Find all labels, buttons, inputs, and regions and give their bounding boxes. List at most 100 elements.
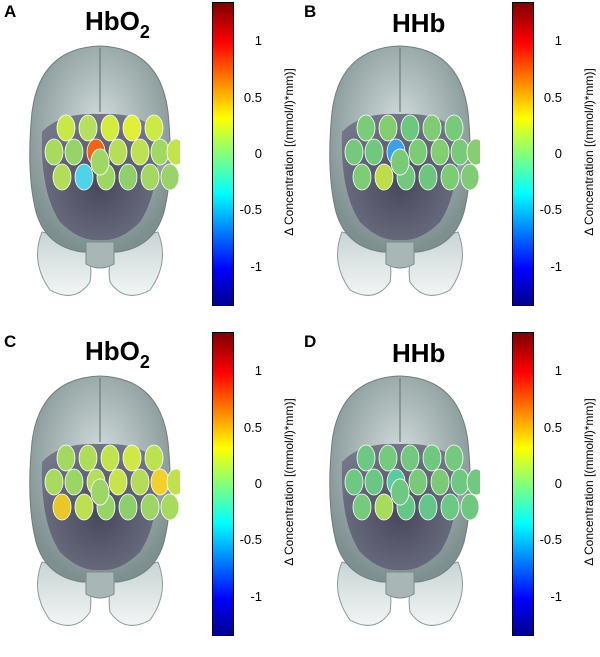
channel-spot	[144, 444, 164, 472]
title-sub: 2	[139, 22, 150, 42]
title-main: HHb	[392, 8, 446, 38]
brainstem	[385, 571, 415, 599]
colorbar-tick-label: -0.5	[539, 202, 562, 218]
channel-spot	[440, 163, 460, 191]
channel-spot	[374, 163, 394, 191]
channel-spot	[100, 114, 120, 142]
colorbar-tick-label: -0.5	[239, 532, 262, 548]
channel-spot	[466, 468, 480, 496]
channel-spot	[90, 148, 110, 176]
channel-spot	[108, 138, 128, 166]
colorbar-tick-label: 1	[254, 33, 262, 49]
colorbar-label: Δ Concentration [(mmol/l)*mm)]	[582, 68, 596, 236]
panel-letter: C	[4, 332, 17, 351]
channel-spot	[118, 163, 138, 191]
channel-spot	[160, 493, 180, 521]
channel-spot	[52, 493, 72, 521]
channel-spot	[408, 138, 428, 166]
panel-title: HbO2	[85, 6, 150, 42]
channel-spot	[408, 468, 428, 496]
colorbar-tick-label: -0.5	[539, 532, 562, 548]
channel-spot	[130, 468, 150, 496]
brainstem	[385, 241, 415, 269]
channel-spot	[44, 468, 64, 496]
colorbar-tick-label: 1	[254, 363, 262, 379]
colorbar-tick-label: 0	[254, 476, 262, 491]
channel-spot	[418, 493, 438, 521]
channel-spot	[460, 163, 480, 191]
colorbar-tick-label: 1	[554, 33, 562, 49]
channel-spot	[400, 444, 420, 472]
colorbar-tick-label: -1	[550, 588, 562, 604]
channel-spot	[56, 444, 76, 472]
brain-top-view	[329, 45, 480, 296]
channel-spot	[378, 444, 398, 472]
colorbar	[512, 332, 534, 636]
channel-spot	[52, 163, 72, 191]
colorbar-tick-label: 0	[554, 146, 562, 161]
channel-spot	[378, 114, 398, 142]
channel-spot	[352, 493, 372, 521]
colorbar-tick-label: -1	[550, 258, 562, 274]
channel-spot	[364, 468, 384, 496]
title-main: HbO	[85, 336, 140, 366]
channel-spot	[390, 478, 410, 506]
colorbar	[212, 2, 234, 306]
colorbar-tick-label: 0.5	[243, 89, 262, 105]
channel-spot	[466, 138, 480, 166]
brain-top-view	[29, 45, 180, 296]
panel-letter: A	[4, 2, 17, 21]
brainstem	[85, 571, 115, 599]
colorbar-label: Δ Concentration [(mmol/l)*mm)]	[282, 68, 296, 236]
channel-spot	[444, 444, 464, 472]
colorbar-tick-label: -1	[250, 258, 262, 274]
channel-spot	[150, 468, 170, 496]
channel-spot	[460, 493, 480, 521]
channel-spot	[390, 148, 410, 176]
panel-b: B HHb 1 0.5 0 -0.5 -1 Δ Concentration [(mmol…	[300, 0, 600, 327]
channel-spot	[100, 444, 120, 472]
panel-c: C HbO2 1 0.5 0 -0.5 -1 Δ Concentration [(mmo…	[0, 330, 300, 657]
channel-spot	[400, 114, 420, 142]
channel-spot	[118, 493, 138, 521]
channel-spot	[108, 468, 128, 496]
channel-spot	[90, 478, 110, 506]
channel-spot	[166, 138, 180, 166]
colorbar-tick-label: 1	[554, 363, 562, 379]
channel-spot	[430, 468, 450, 496]
panel-d: D HHb 1 0.5 0 -0.5 -1 Δ Concentration [(mmol…	[300, 330, 600, 657]
colorbar	[512, 2, 534, 306]
channel-spot	[56, 114, 76, 142]
channel-spot	[440, 493, 460, 521]
colorbar-tick-label: 0	[254, 146, 262, 161]
brain-top-view	[29, 375, 180, 626]
colorbar-tick-label: 0	[554, 476, 562, 491]
channel-spot	[122, 444, 142, 472]
colorbar	[212, 332, 234, 636]
channel-spot	[450, 468, 470, 496]
title-main: HbO	[85, 6, 140, 36]
channel-spot	[430, 138, 450, 166]
channel-spot	[140, 493, 160, 521]
panel-title: HHb	[392, 8, 445, 39]
colorbar-label: Δ Concentration [(mmol/l)*mm)]	[582, 398, 596, 566]
channel-spot	[130, 138, 150, 166]
panel-a: A HbO2 1 0.5 0 -0.5 -1 Δ Concentration [(mmo…	[0, 0, 300, 327]
channel-spot	[150, 138, 170, 166]
channel-spot	[364, 138, 384, 166]
panel-letter: D	[304, 332, 317, 351]
channel-spot	[418, 163, 438, 191]
panel-title: HHb	[392, 338, 445, 369]
channel-spot	[64, 468, 84, 496]
channel-spot	[344, 468, 364, 496]
channel-spot	[422, 114, 442, 142]
channel-spot	[422, 444, 442, 472]
title-main: HHb	[392, 338, 446, 368]
channel-spot	[78, 444, 98, 472]
panel-title: HbO2	[85, 336, 150, 372]
channel-spot	[122, 114, 142, 142]
channel-spot	[64, 138, 84, 166]
channel-spot	[74, 163, 94, 191]
channel-spot	[74, 493, 94, 521]
channel-spot	[356, 114, 376, 142]
